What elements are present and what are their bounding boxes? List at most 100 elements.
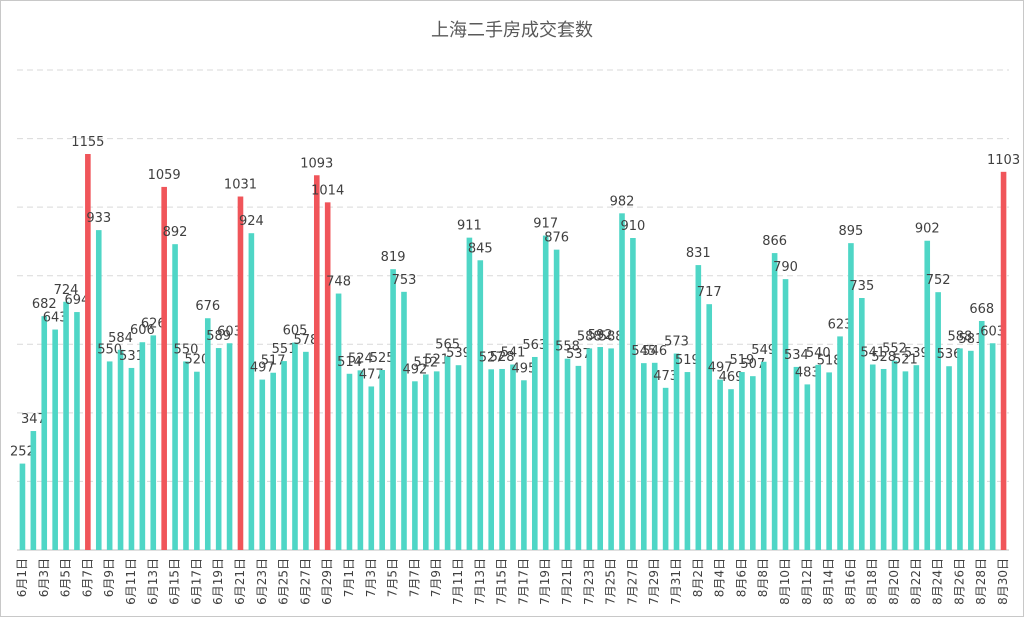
bar (422, 374, 429, 550)
value-label: 902 (915, 222, 940, 237)
bar (804, 384, 811, 550)
bar (172, 244, 178, 550)
x-tick-label: 8月10日 (778, 558, 792, 605)
bar (510, 364, 516, 550)
x-tick-label: 6月9日 (102, 558, 116, 597)
bar (913, 365, 920, 550)
bar (85, 154, 91, 550)
value-label: 541 (501, 346, 526, 361)
value-label: 724 (54, 283, 79, 298)
chart-title: 上海二手房成交套数 (431, 20, 593, 41)
bar (150, 335, 157, 550)
value-label: 735 (849, 279, 874, 294)
value-label: 581 (958, 332, 983, 347)
x-tick-label: 8月8日 (756, 558, 770, 597)
value-label: 552 (882, 342, 907, 357)
x-tick-label: 8月16日 (843, 558, 857, 605)
value-label: 534 (784, 348, 809, 363)
bar (292, 342, 298, 550)
bar (989, 343, 996, 550)
value-label: 643 (43, 311, 68, 326)
value-label: 910 (620, 219, 645, 234)
value-label: 717 (697, 285, 722, 300)
value-label: 592 (588, 328, 613, 343)
bar (303, 351, 309, 550)
value-label: 521 (893, 352, 918, 367)
bar (270, 372, 276, 550)
x-tick-label: 8月18日 (865, 558, 879, 605)
value-label: 497 (708, 361, 733, 376)
bar (793, 366, 800, 550)
x-tick-label: 6月23日 (255, 558, 269, 605)
bar (324, 202, 331, 551)
bar (608, 348, 614, 550)
bar (662, 387, 669, 550)
value-label: 790 (773, 260, 798, 275)
bar (237, 196, 244, 550)
x-tick-label: 7月7日 (407, 558, 421, 597)
x-tick-label: 6月11日 (124, 558, 138, 605)
bar (74, 312, 80, 550)
value-label: 982 (610, 194, 635, 209)
value-label: 519 (730, 353, 755, 368)
value-label: 603 (217, 324, 242, 339)
x-tick-label: 6月27日 (298, 558, 312, 605)
value-label: 483 (795, 365, 820, 380)
value-label: 541 (860, 346, 885, 361)
value-label: 676 (195, 299, 220, 314)
value-label: 589 (206, 329, 231, 344)
x-tick-label: 8月14日 (822, 558, 836, 605)
value-label: 682 (32, 297, 57, 312)
value-label: 588 (599, 329, 624, 344)
value-label: 892 (163, 225, 188, 240)
bar (477, 260, 484, 550)
x-tick-label: 7月23日 (582, 558, 596, 605)
bar (161, 186, 167, 550)
value-label: 933 (86, 211, 111, 226)
value-label: 603 (980, 324, 1005, 339)
value-label: 845 (468, 241, 493, 256)
value-label: 477 (359, 367, 384, 382)
value-label: 606 (130, 323, 155, 338)
value-label: 911 (457, 219, 482, 234)
x-tick-label: 7月31日 (669, 558, 683, 605)
x-tick-label: 8月30日 (996, 558, 1010, 605)
bar (532, 356, 538, 550)
x-tick-label: 7月13日 (473, 558, 487, 605)
x-tick-label: 8月20日 (887, 558, 901, 605)
x-tick-label: 7月3日 (364, 558, 378, 597)
value-label: 549 (751, 343, 776, 358)
bar (837, 336, 843, 550)
bar (30, 431, 37, 550)
bar (880, 368, 887, 550)
x-tick-label: 6月29日 (320, 558, 334, 605)
value-label: 528 (871, 350, 896, 365)
x-tick-label: 8月6日 (734, 558, 748, 597)
value-label: 507 (740, 357, 765, 372)
bar (379, 370, 385, 550)
x-tick-label: 8月2日 (691, 558, 705, 597)
value-label: 525 (370, 351, 395, 366)
value-label: 539 (904, 346, 929, 361)
bar (412, 381, 418, 550)
value-label: 876 (544, 231, 569, 246)
x-tick-label: 8月4日 (713, 558, 727, 597)
value-label: 588 (577, 329, 602, 344)
x-tick-label: 6月25日 (277, 558, 291, 605)
value-label: 497 (250, 361, 275, 376)
value-label: 1103 (987, 153, 1020, 168)
value-label: 1155 (71, 135, 104, 150)
value-label: 537 (566, 347, 591, 362)
bar (586, 348, 593, 550)
bar (815, 364, 822, 550)
value-label: 626 (141, 316, 166, 331)
bar (346, 373, 353, 550)
bar (455, 365, 462, 550)
value-label: 917 (533, 217, 558, 232)
bar (215, 348, 222, 550)
bar (313, 175, 320, 550)
value-label: 558 (555, 340, 580, 355)
x-tick-label: 7月9日 (429, 558, 443, 597)
x-tick-label: 7月5日 (386, 558, 400, 597)
value-label: 565 (435, 337, 460, 352)
